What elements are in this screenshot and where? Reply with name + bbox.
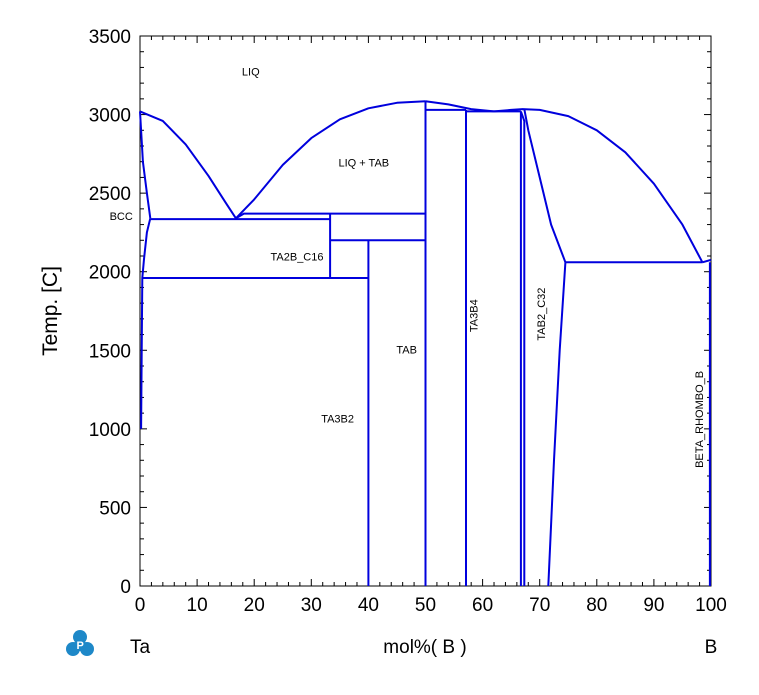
phase-boundary-line-18 — [519, 111, 526, 586]
x-tick-label: 60 — [472, 595, 493, 616]
phase-region-label: LIQ — [242, 66, 260, 78]
x-tick-label: 40 — [358, 595, 379, 616]
y-tick-label: 2000 — [89, 263, 131, 284]
phase-region-label: BCC — [110, 211, 133, 223]
x-tick-label: 10 — [187, 595, 208, 616]
x-left-element-label: Ta — [130, 637, 151, 658]
y-axis-title: Temp. [C] — [39, 266, 62, 356]
phase-region-label: TAB — [396, 344, 417, 356]
phase-boundary-line-1 — [139, 110, 237, 219]
y-tick-label: 3500 — [89, 27, 131, 48]
phase-boundary-line-6 — [140, 218, 152, 429]
x-right-element-label: B — [705, 637, 718, 658]
phase-region-label: TA3B4 — [469, 299, 481, 332]
phase-boundary-line-20 — [547, 262, 567, 587]
phase-boundary-line-22 — [702, 258, 712, 264]
x-tick-label: 20 — [244, 595, 265, 616]
x-tick-label: 50 — [415, 595, 436, 616]
phase-boundary-line-5 — [139, 111, 152, 219]
phase-region-label: TA2B_C16 — [271, 252, 324, 264]
x-tick-label: 100 — [695, 595, 727, 616]
phase-boundary-line-19 — [523, 108, 567, 263]
y-tick-label: 1000 — [89, 420, 131, 441]
x-tick-label: 90 — [643, 595, 664, 616]
y-tick-label: 3000 — [89, 106, 131, 127]
phase-boundary-line-3 — [425, 100, 495, 113]
x-tick-label: 80 — [586, 595, 607, 616]
phase-region-label: LIQ + TAB — [338, 157, 389, 169]
x-tick-label: 70 — [529, 595, 550, 616]
x-axis-title: mol%( B ) — [383, 637, 466, 658]
y-tick-label: 1500 — [89, 341, 131, 362]
x-tick-label: 30 — [301, 595, 322, 616]
phase-region-label: TA3B2 — [321, 414, 354, 426]
phase-boundary-line-4 — [493, 108, 704, 263]
y-tick-label: 2500 — [89, 184, 131, 205]
phase-region-label: TAB2_C32 — [536, 288, 548, 341]
phase-region-label: BETA_RHOMBO_B — [694, 371, 706, 468]
y-tick-label: 0 — [120, 577, 131, 598]
phase-boundary-line-9 — [235, 212, 426, 220]
y-tick-label: 500 — [99, 498, 131, 519]
phase-boundary-line-2 — [235, 100, 426, 219]
x-tick-label: 0 — [135, 595, 146, 616]
app-logo-icon: P — [66, 630, 94, 656]
svg-text:P: P — [77, 640, 84, 652]
